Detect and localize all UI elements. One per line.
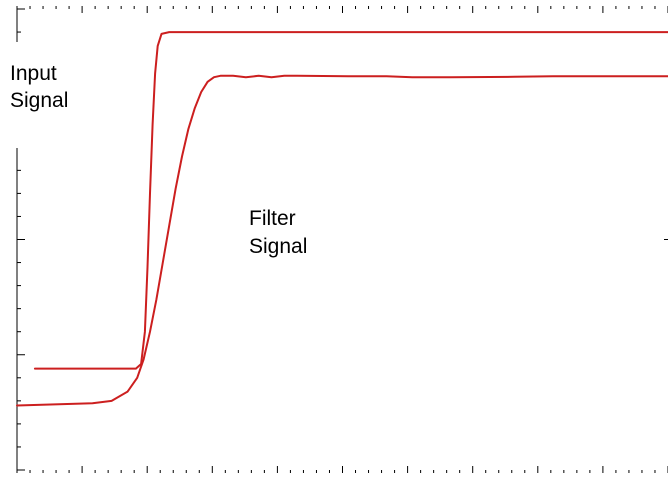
filter-signal-label-line1: Filter [249, 207, 296, 230]
filter-signal-line [16, 74, 668, 407]
filter-signal-label-line2: Signal [249, 235, 307, 258]
signal-traces [16, 31, 668, 407]
scope-frame [16, 6, 668, 473]
input-signal-label-line2: Signal [10, 89, 68, 112]
input-signal-line [33, 31, 668, 370]
input-signal-label-line1: Input [10, 62, 57, 85]
